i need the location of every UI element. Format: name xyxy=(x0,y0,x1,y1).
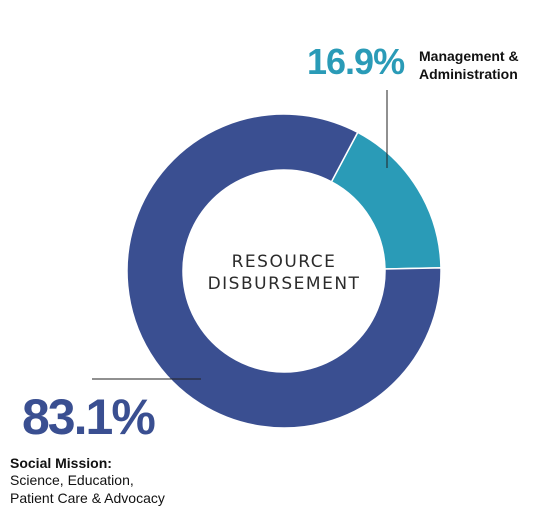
management-percent-label: 16.9% xyxy=(307,41,405,82)
center-label-line-2: DISBURSEMENT xyxy=(208,274,361,294)
social-percent-label: 83.1% xyxy=(22,389,156,445)
management-label-line-2: Administration xyxy=(419,66,518,82)
management-category-label: Management & Administration xyxy=(419,47,519,83)
donut-slices xyxy=(126,113,442,429)
management-label-line-1: Management & xyxy=(419,48,519,64)
center-label-line-1: RESOURCE xyxy=(232,252,337,272)
social-category-line-2: Patient Care & Advocacy xyxy=(10,490,165,506)
social-category-title: Social Mission: xyxy=(10,455,112,471)
slice-social-mission xyxy=(126,113,442,429)
social-category-line-1: Science, Education, xyxy=(10,472,134,488)
slice-management-administration xyxy=(330,131,442,270)
